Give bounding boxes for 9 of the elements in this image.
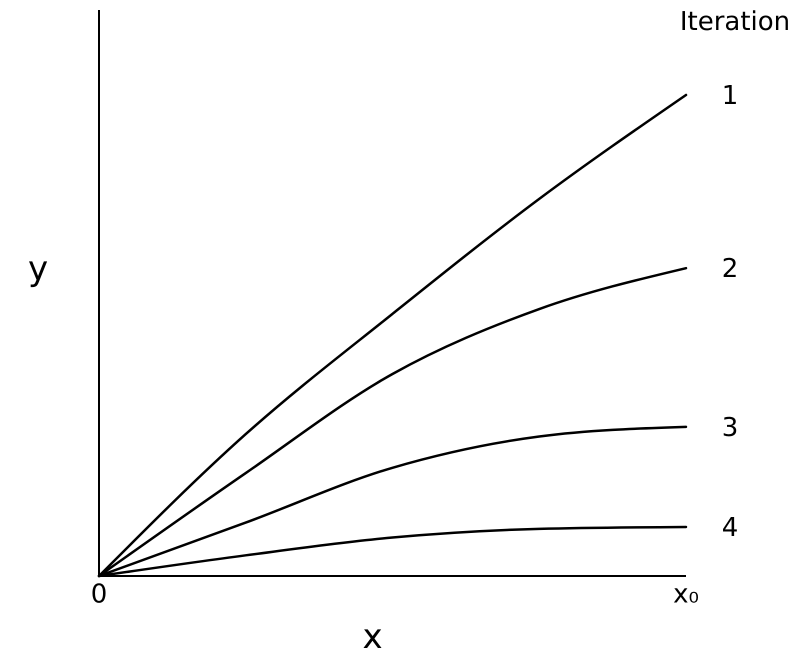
- x-tick-label: x₀: [673, 579, 699, 610]
- series-label: 4: [722, 512, 738, 543]
- legend-title: Iteration: [680, 7, 790, 37]
- x-axis-title: x: [362, 617, 383, 657]
- series-label: 1: [722, 81, 738, 111]
- series-label: 3: [722, 412, 738, 443]
- y-axis-title: y: [28, 249, 48, 289]
- series-label: 2: [722, 254, 738, 284]
- x-tick-label: 0: [90, 579, 108, 610]
